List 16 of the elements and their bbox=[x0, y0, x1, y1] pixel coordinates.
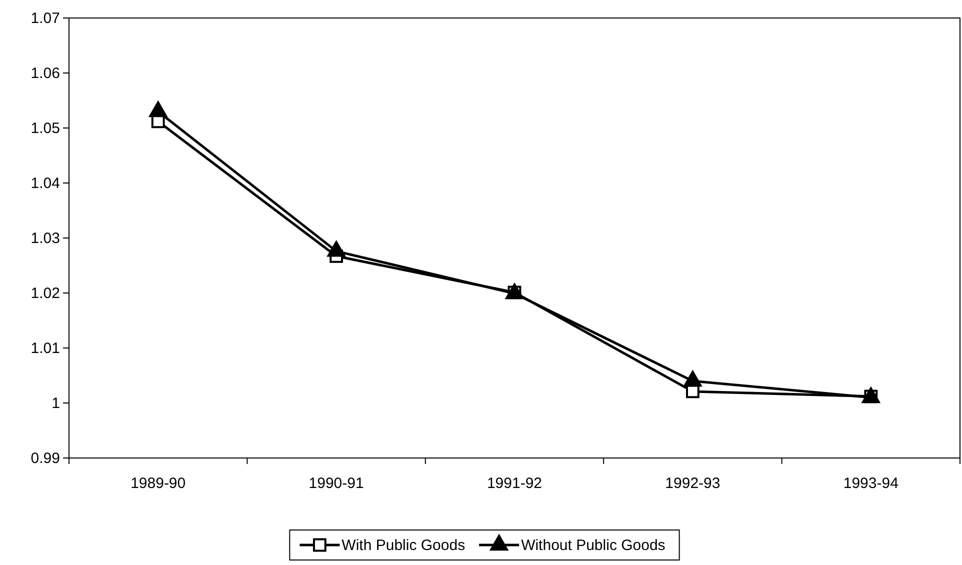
x-tick-label: 1993-94 bbox=[843, 475, 898, 492]
y-tick-label: 1.02 bbox=[30, 284, 60, 302]
legend-label: Without Public Goods bbox=[521, 537, 666, 554]
y-tick-label: 1.03 bbox=[30, 230, 60, 247]
y-tick-label: 1.06 bbox=[30, 64, 60, 82]
y-tick-label: 1.04 bbox=[30, 174, 60, 192]
legend-label: With Public Goods bbox=[342, 537, 466, 554]
y-tick-label: 0.99 bbox=[30, 450, 60, 467]
x-tick-label: 1990-91 bbox=[308, 475, 364, 492]
y-tick-label: 1.01 bbox=[30, 340, 60, 357]
y-tick-label: 1.07 bbox=[30, 10, 60, 27]
x-tick-label: 1991-92 bbox=[486, 475, 542, 492]
x-tick-label: 1992-93 bbox=[665, 475, 720, 492]
x-tick-label: 1989-90 bbox=[130, 475, 186, 492]
y-tick-label: 1.05 bbox=[30, 120, 60, 137]
y-tick-label: 1 bbox=[52, 394, 60, 412]
